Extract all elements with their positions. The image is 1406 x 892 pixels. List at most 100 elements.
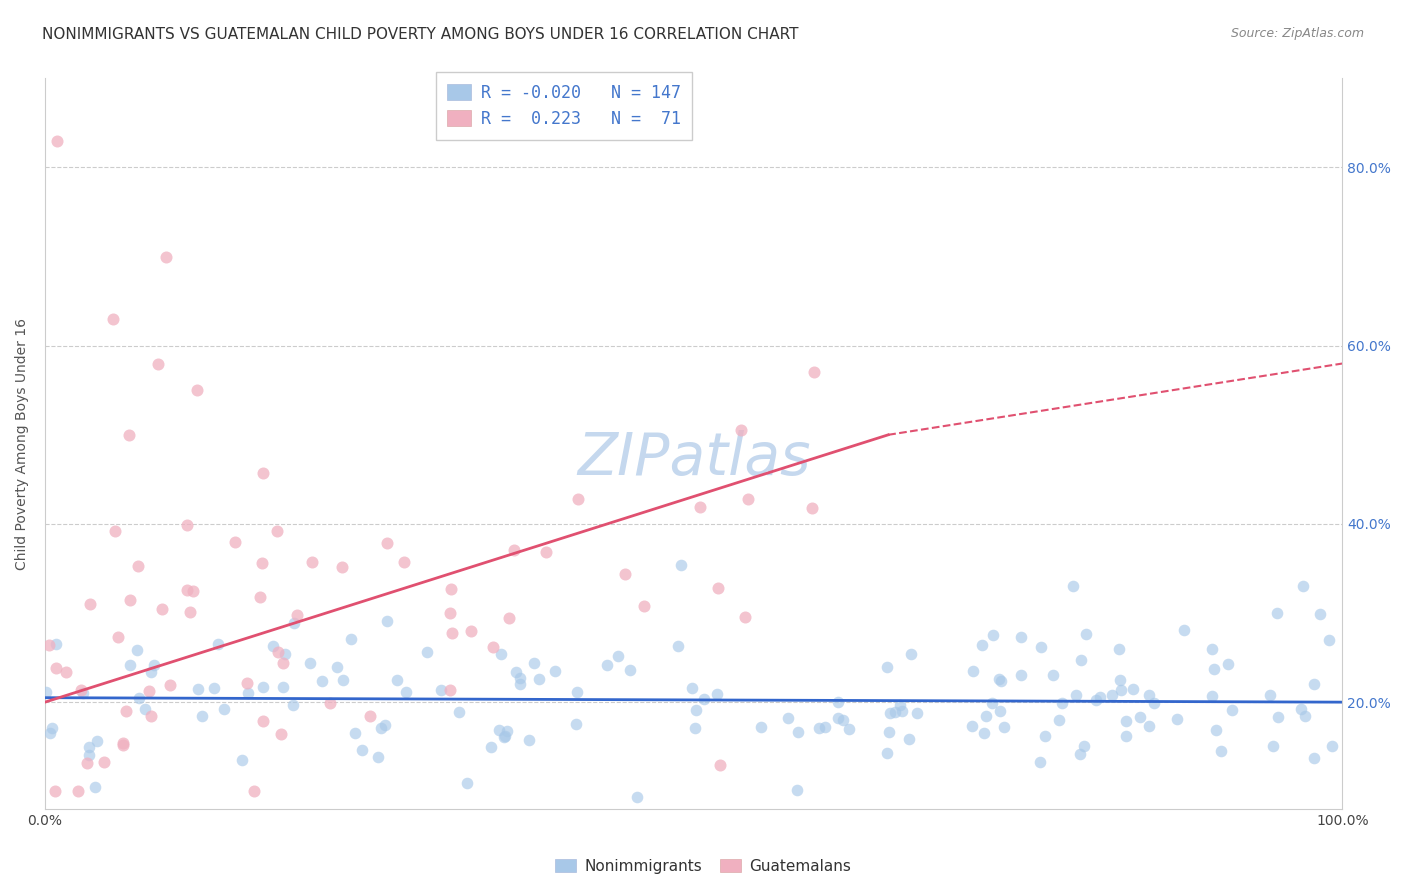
Point [150, 601, 173, 615]
Point [1166, 712, 1188, 726]
Point [1260, 688, 1282, 702]
Point [1205, 723, 1227, 738]
Point [111, 736, 134, 750]
Point [252, 466, 274, 480]
Point [281, 698, 304, 713]
Point [273, 657, 295, 671]
Point [385, 673, 408, 687]
Point [187, 681, 209, 696]
Point [671, 558, 693, 572]
Point [749, 720, 772, 734]
Point [498, 611, 520, 625]
Point [285, 608, 308, 623]
Point [79, 597, 101, 611]
Point [38, 639, 60, 653]
Point [84, 780, 107, 794]
Point [1267, 709, 1289, 723]
Point [988, 704, 1011, 718]
Point [367, 749, 389, 764]
Point [974, 709, 997, 723]
Point [120, 658, 142, 673]
Point [567, 685, 589, 699]
Point [236, 686, 259, 700]
Point [120, 593, 142, 607]
Point [734, 609, 756, 624]
Point [993, 720, 1015, 734]
Point [176, 583, 198, 598]
Point [489, 647, 512, 661]
Point [125, 643, 148, 657]
Point [1029, 640, 1052, 654]
Point [155, 250, 177, 264]
Point [613, 567, 636, 582]
Point [827, 694, 849, 708]
Legend: R = -0.020   N = 147, R =  0.223   N =  71: R = -0.020 N = 147, R = 0.223 N = 71 [436, 72, 692, 140]
Point [35, 685, 58, 699]
Point [889, 698, 911, 712]
Point [1261, 739, 1284, 753]
Point [330, 559, 353, 574]
Point [460, 624, 482, 638]
Point [814, 720, 837, 734]
Point [685, 703, 707, 717]
Point [619, 663, 641, 677]
Point [181, 583, 204, 598]
Point [479, 740, 502, 755]
Point [838, 722, 860, 736]
Point [79, 747, 101, 762]
Point [141, 665, 163, 680]
Point [212, 702, 235, 716]
Point [352, 743, 374, 757]
Point [127, 558, 149, 573]
Point [67, 784, 90, 798]
Point [988, 672, 1011, 686]
Point [481, 640, 503, 654]
Point [271, 681, 294, 695]
Point [544, 664, 567, 678]
Point [990, 673, 1012, 688]
Point [1201, 689, 1223, 703]
Point [962, 665, 984, 679]
Point [370, 721, 392, 735]
Point [693, 692, 716, 706]
Point [45, 134, 67, 148]
Point [891, 704, 914, 718]
Point [440, 582, 463, 596]
Point [488, 723, 510, 737]
Point [1076, 627, 1098, 641]
Point [224, 535, 246, 549]
Point [1073, 739, 1095, 753]
Point [1302, 751, 1324, 765]
Point [44, 784, 66, 798]
Point [45, 637, 67, 651]
Point [76, 756, 98, 770]
Point [1204, 661, 1226, 675]
Point [1294, 708, 1316, 723]
Point [1109, 673, 1132, 687]
Point [159, 677, 181, 691]
Point [298, 656, 321, 670]
Point [981, 696, 1004, 710]
Point [326, 659, 349, 673]
Point [142, 658, 165, 673]
Point [252, 681, 274, 695]
Point [139, 709, 162, 723]
Point [1320, 739, 1343, 753]
Point [786, 783, 808, 797]
Point [607, 649, 630, 664]
Point [1062, 579, 1084, 593]
Point [983, 628, 1005, 642]
Point [1309, 607, 1331, 621]
Point [495, 723, 517, 738]
Point [666, 639, 689, 653]
Point [274, 647, 297, 661]
Text: NONIMMIGRANTS VS GUATEMALAN CHILD POVERTY AMONG BOYS UNDER 16 CORRELATION CHART: NONIMMIGRANTS VS GUATEMALAN CHILD POVERT… [42, 27, 799, 42]
Point [1042, 668, 1064, 682]
Point [236, 676, 259, 690]
Point [456, 776, 478, 790]
Point [1137, 688, 1160, 702]
Point [394, 555, 416, 569]
Point [1069, 747, 1091, 761]
Point [332, 673, 354, 687]
Point [1317, 632, 1340, 647]
